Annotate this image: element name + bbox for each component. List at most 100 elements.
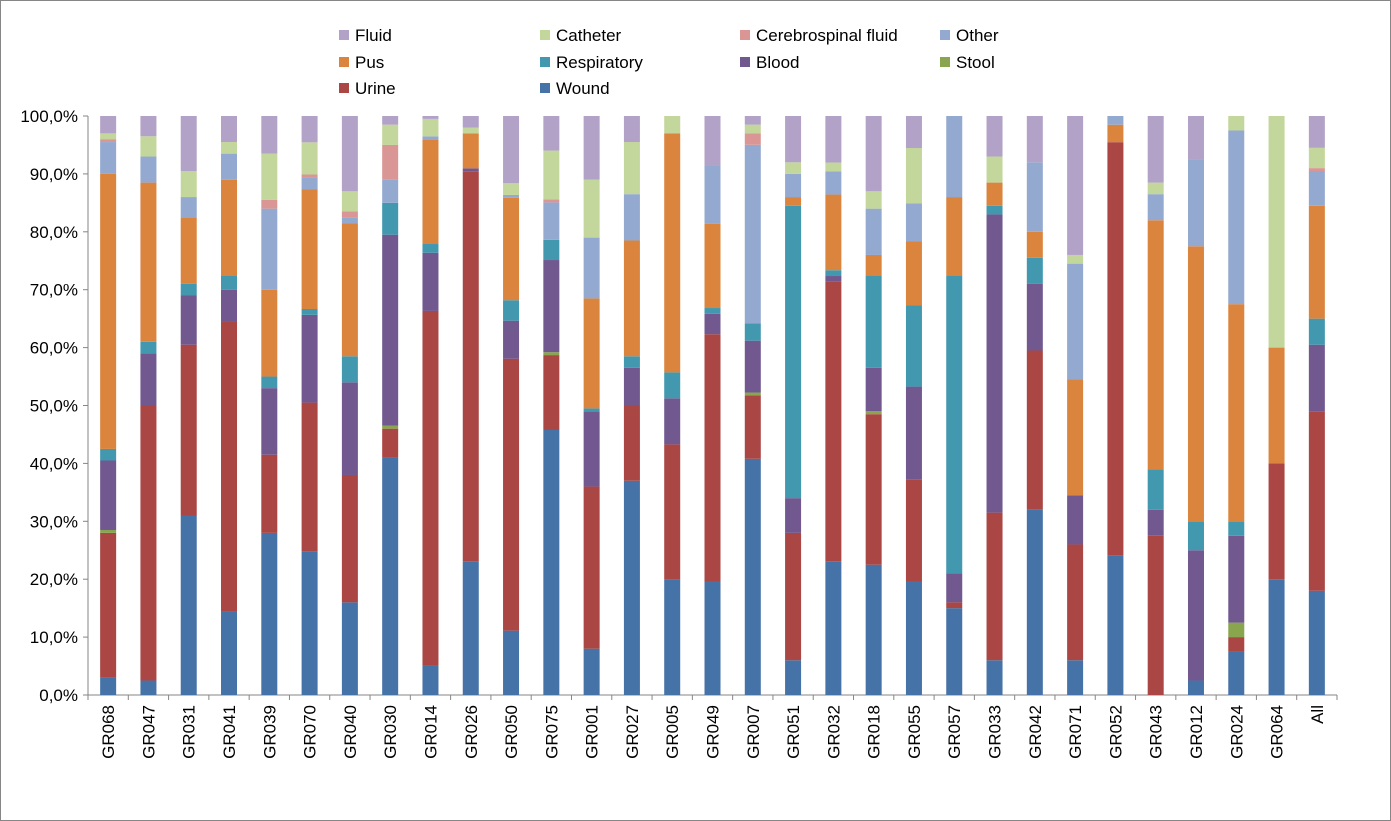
legend-label-stool: Stool <box>956 53 995 72</box>
x-tick-label: GR042 <box>1026 705 1045 759</box>
bar-pus-gr005 <box>664 133 681 373</box>
bar-respiratory-gr005 <box>664 372 681 399</box>
bar-catheter-gr047 <box>140 136 157 157</box>
bar-urine-gr018 <box>865 414 882 565</box>
legend-swatch-stool <box>940 57 950 67</box>
bar-wound-gr050 <box>503 630 520 695</box>
bar-wound-gr070 <box>301 551 318 695</box>
bar-other-gr012 <box>1187 159 1204 247</box>
x-tick-label: GR031 <box>180 705 199 759</box>
bar-catheter-gr007 <box>744 124 761 134</box>
bar-catheter-gr033 <box>986 156 1003 183</box>
bar-pus-gr001 <box>583 298 600 409</box>
x-tick-label: GR052 <box>1106 705 1125 759</box>
bar-other-gr075 <box>543 202 560 240</box>
bar-stool-gr075 <box>543 352 560 356</box>
bar-respiratory-gr032 <box>825 270 842 277</box>
bar-respiratory-gr068 <box>100 448 117 461</box>
bar-respiratory-gr030 <box>382 202 399 235</box>
bar-fluid-gr018 <box>865 116 882 192</box>
y-tick-label: 0,0% <box>39 686 78 705</box>
bar-urine-gr024 <box>1228 637 1245 652</box>
bar-wound-gr040 <box>341 602 358 695</box>
bar-urine-gr005 <box>664 444 681 580</box>
bar-other-all <box>1308 171 1325 206</box>
bar-urine-gr057 <box>946 602 963 609</box>
bar-other-gr068 <box>100 142 117 174</box>
bar-blood-gr055 <box>905 386 922 480</box>
bar-wound-gr075 <box>543 429 560 695</box>
bar-respiratory-gr018 <box>865 275 882 368</box>
bar-fluid-gr030 <box>382 116 399 125</box>
legend-label-pus: Pus <box>355 53 384 72</box>
bar-catheter-gr070 <box>301 142 318 175</box>
bar-respiratory-gr043 <box>1147 469 1164 510</box>
bar-other-gr031 <box>180 197 197 218</box>
bar-pus-gr014 <box>422 139 439 245</box>
bars <box>100 116 1325 695</box>
bar-fluid-gr033 <box>986 116 1003 157</box>
bar-fluid-gr041 <box>221 116 238 143</box>
bar-fluid-gr031 <box>180 116 197 172</box>
bar-urine-gr032 <box>825 281 842 562</box>
bar-pus-gr033 <box>986 182 1003 206</box>
y-tick-label: 60,0% <box>30 339 78 358</box>
bar-other-gr001 <box>583 237 600 299</box>
bar-urine-gr050 <box>503 358 520 631</box>
bar-other-gr014 <box>422 136 439 140</box>
bar-stool-gr007 <box>744 392 761 396</box>
bar-blood-gr007 <box>744 340 761 393</box>
bar-wound-gr032 <box>825 561 842 695</box>
y-tick-label: 40,0% <box>30 454 78 473</box>
bar-fluid-gr068 <box>100 116 117 134</box>
bar-respiratory-gr007 <box>744 323 761 341</box>
legend-label-respiratory: Respiratory <box>556 53 643 72</box>
bar-blood-gr001 <box>583 411 600 487</box>
bar-urine-gr027 <box>623 405 640 481</box>
bar-pus-gr043 <box>1147 220 1164 470</box>
bar-wound-gr033 <box>986 660 1003 695</box>
bar-pus-all <box>1308 205 1325 319</box>
bar-fluid-gr026 <box>462 116 479 128</box>
bar-catheter-gr024 <box>1228 116 1245 131</box>
bar-pus-gr041 <box>221 179 238 276</box>
bar-catheter-gr040 <box>341 191 358 212</box>
bar-other-gr052 <box>1107 116 1124 125</box>
bar-other-gr030 <box>382 179 399 203</box>
bar-urine-gr007 <box>744 395 761 459</box>
bar-fluid-gr027 <box>623 116 640 143</box>
bar-respiratory-gr040 <box>341 356 358 383</box>
bar-catheter-gr075 <box>543 150 560 200</box>
bar-other-gr018 <box>865 208 882 255</box>
x-tick-label: GR012 <box>1187 705 1206 759</box>
bar-urine-gr014 <box>422 310 439 666</box>
bar-other-gr071 <box>1067 263 1084 380</box>
bar-blood-gr024 <box>1228 535 1245 623</box>
bar-fluid-gr032 <box>825 116 842 163</box>
bar-cerebrospinal-fluid-all <box>1308 168 1325 172</box>
x-tick-label: GR075 <box>542 705 561 759</box>
bar-catheter-gr064 <box>1268 116 1285 348</box>
legend-swatch-blood <box>740 57 750 67</box>
bar-urine-gr051 <box>785 532 802 661</box>
y-tick-label: 70,0% <box>30 281 78 300</box>
x-tick-label: GR039 <box>260 705 279 759</box>
bar-urine-gr047 <box>140 405 157 681</box>
y-tick-label: 30,0% <box>30 512 78 531</box>
x-tick-label: GR040 <box>341 705 360 759</box>
y-tick-label: 80,0% <box>30 223 78 242</box>
x-tick-label: GR041 <box>220 705 239 759</box>
bar-respiratory-gr031 <box>180 283 197 296</box>
bar-blood-gr043 <box>1147 509 1164 536</box>
bar-blood-gr042 <box>1026 283 1043 351</box>
x-tick-label: GR068 <box>99 705 118 759</box>
bar-pus-gr042 <box>1026 231 1043 258</box>
bar-stool-gr068 <box>100 529 117 533</box>
bar-blood-gr030 <box>382 234 399 426</box>
bar-blood-gr068 <box>100 460 117 530</box>
legend-label-fluid: Fluid <box>355 26 392 45</box>
bar-blood-gr032 <box>825 276 842 282</box>
bar-stool-gr024 <box>1228 622 1245 638</box>
bar-wound-all <box>1308 590 1325 695</box>
bar-wound-gr027 <box>623 480 640 695</box>
